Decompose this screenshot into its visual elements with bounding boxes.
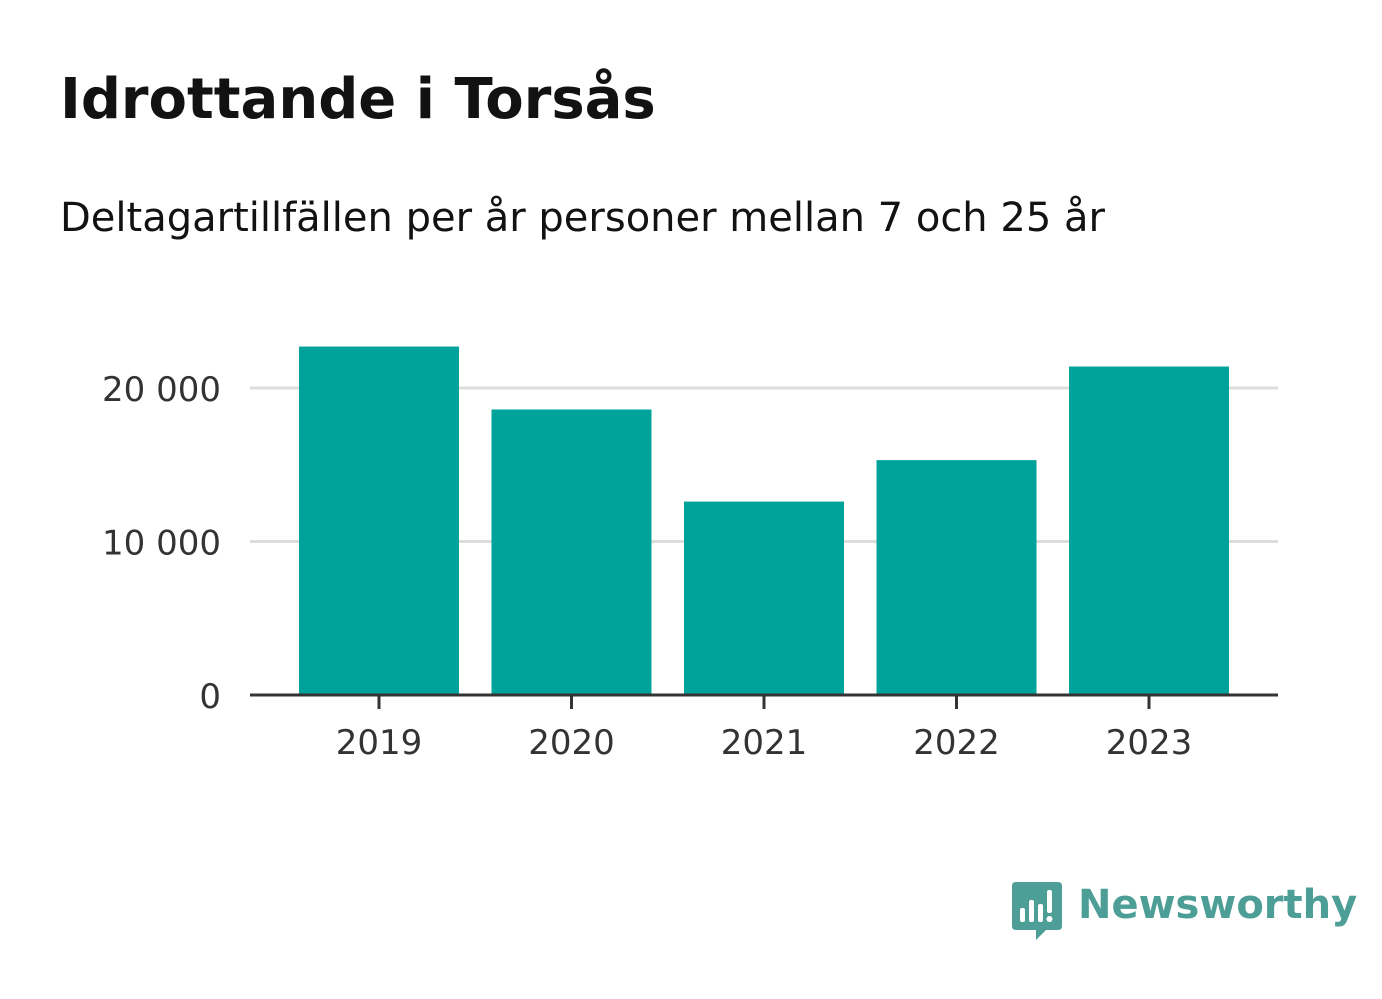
axes xyxy=(250,693,1278,709)
x-tick-label: 2023 xyxy=(1106,723,1193,763)
y-tick-label: 10 000 xyxy=(102,524,221,564)
bar xyxy=(299,346,459,695)
x-tick-label: 2021 xyxy=(721,723,808,763)
y-tick-label: 0 xyxy=(199,677,221,717)
newsworthy-logo-icon xyxy=(1012,882,1062,940)
chart-title: Idrottande i Torsås xyxy=(60,67,656,132)
bar xyxy=(491,409,652,695)
x-tick-label: 2020 xyxy=(528,723,615,763)
y-tick-label: 20 000 xyxy=(102,370,221,410)
brand-logo: Newsworthy xyxy=(1010,876,1357,942)
bar xyxy=(1069,366,1229,695)
bar xyxy=(684,501,844,695)
bar xyxy=(876,460,1037,695)
x-tick-label: 2022 xyxy=(913,723,1000,763)
tick-labels: 0 10 000 20 000 2019 2020 2021 2022 2023 xyxy=(102,370,1192,763)
brand-name: Newsworthy xyxy=(1078,882,1358,928)
x-tick-label: 2019 xyxy=(336,723,423,763)
chart-subtitle: Deltagartillfällen per år personer mella… xyxy=(60,195,1105,241)
bars xyxy=(299,346,1229,695)
